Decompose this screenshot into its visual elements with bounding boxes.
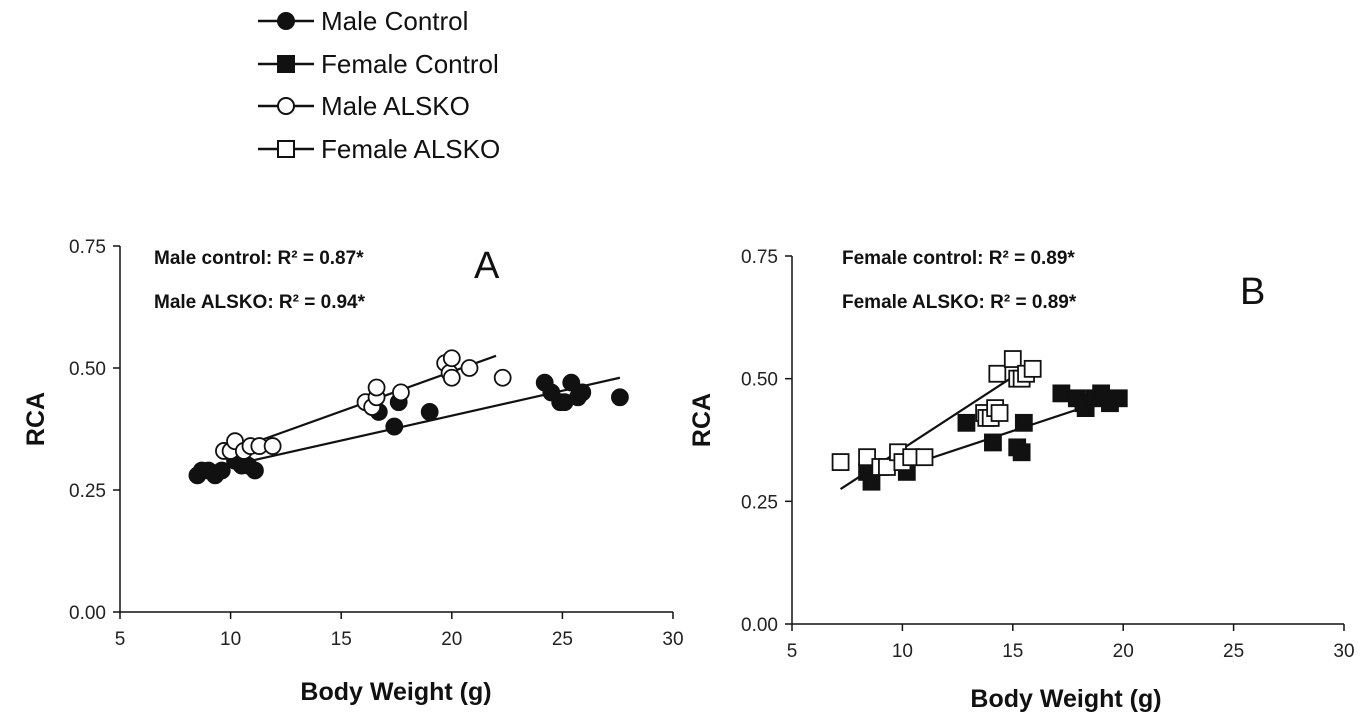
point-female-control bbox=[862, 472, 881, 491]
x-tick-label-b: 15 bbox=[1002, 641, 1023, 662]
point-female-alsko bbox=[1003, 350, 1022, 368]
point-female-alsko bbox=[990, 404, 1009, 422]
y-tick-label-a: 0.00 bbox=[69, 603, 106, 624]
annotation-b-1: Female control: R² = 0.89* bbox=[842, 248, 1075, 269]
x-tick-label-b: 25 bbox=[1223, 641, 1244, 662]
x-tick-label-a: 25 bbox=[552, 629, 573, 650]
point-male-alsko bbox=[442, 349, 461, 368]
x-tick-label-a: 20 bbox=[441, 629, 462, 650]
point-female-control bbox=[1052, 384, 1071, 403]
point-female-alsko bbox=[858, 448, 876, 467]
x-tick-label-b: 20 bbox=[1113, 641, 1134, 662]
plot-area-b: 0.00 0.25 0.50 0.75 5 10 15 20 25 30 bbox=[741, 247, 1355, 662]
y-tick-label-a: 0.75 bbox=[69, 237, 106, 258]
legend-marker-male-alsko bbox=[277, 97, 295, 115]
point-female-control bbox=[1014, 413, 1033, 432]
point-male-control bbox=[385, 417, 404, 436]
point-female-control bbox=[984, 433, 1002, 452]
point-male-alsko bbox=[442, 368, 461, 387]
legend-item-female-alsko: Female ALSKO bbox=[258, 134, 500, 164]
legend-item-male-control: Male Control bbox=[258, 6, 468, 36]
x-tick-label-b: 10 bbox=[892, 641, 913, 662]
legend-item-female-control: Female Control bbox=[258, 49, 499, 79]
point-female-control bbox=[1012, 443, 1031, 462]
y-axis-title-a: RCA bbox=[22, 392, 50, 446]
x-tick-label-a: 5 bbox=[115, 629, 126, 650]
annotation-b-2: Female ALSKO: R² = 0.89* bbox=[842, 292, 1077, 313]
y-tick-label-b: 0.50 bbox=[741, 370, 778, 391]
point-female-alsko bbox=[878, 458, 896, 476]
plot-area-a: 0.00 0.25 0.50 0.75 5 10 15 20 25 30 bbox=[69, 237, 684, 650]
annotation-a-1: Male control: R² = 0.87* bbox=[154, 248, 364, 269]
point-male-alsko bbox=[367, 378, 386, 397]
y-tick-label-a: 0.25 bbox=[69, 481, 106, 502]
legend-label-female-control: Female Control bbox=[321, 49, 499, 79]
point-male-control bbox=[212, 461, 231, 480]
x-axis-title-b: Body Weight (g) bbox=[970, 685, 1161, 713]
y-tick-label-b: 0.75 bbox=[741, 247, 778, 268]
point-male-control bbox=[611, 388, 629, 407]
point-male-control bbox=[573, 383, 592, 402]
annotation-a-2: Male ALSKO: R² = 0.94* bbox=[154, 292, 366, 313]
legend-marker-female-control bbox=[277, 55, 295, 73]
legend-item-male-alsko: Male ALSKO bbox=[258, 91, 470, 121]
point-female-alsko bbox=[915, 448, 934, 467]
x-axis-title-a: Body Weight (g) bbox=[300, 678, 491, 706]
point-female-alsko bbox=[831, 453, 850, 471]
panel-label-b: B bbox=[1240, 271, 1265, 313]
point-male-control bbox=[246, 461, 264, 480]
x-tick-label-b: 30 bbox=[1333, 641, 1354, 662]
panel-a: RCA Body Weight (g) Male control: R² = 0… bbox=[22, 237, 684, 706]
legend-label-male-control: Male Control bbox=[321, 6, 468, 36]
legend: Male Control Female Control Male ALSKO F… bbox=[258, 6, 500, 164]
point-male-alsko bbox=[392, 383, 410, 402]
point-male-alsko bbox=[460, 359, 479, 377]
x-tick-label-a: 10 bbox=[220, 629, 241, 650]
legend-marker-male-control bbox=[277, 12, 295, 30]
panel-label-a: A bbox=[474, 245, 500, 287]
panel-b: RCA Body Weight (g) Female control: R² =… bbox=[688, 247, 1355, 713]
y-tick-label-b: 0.00 bbox=[741, 615, 778, 636]
y-tick-label-b: 0.25 bbox=[741, 492, 778, 513]
point-male-alsko bbox=[493, 368, 512, 387]
y-axis-title-b: RCA bbox=[688, 393, 716, 447]
x-tick-label-b: 5 bbox=[787, 641, 798, 662]
point-male-alsko bbox=[263, 437, 282, 455]
point-female-alsko bbox=[988, 364, 1007, 383]
point-female-alsko bbox=[1023, 359, 1042, 378]
point-male-control bbox=[420, 403, 439, 421]
y-tick-label-a: 0.50 bbox=[69, 359, 106, 380]
point-male-control bbox=[562, 373, 581, 392]
legend-marker-female-alsko bbox=[277, 140, 295, 158]
x-tick-label-a: 15 bbox=[331, 629, 352, 650]
point-female-control bbox=[1109, 389, 1128, 408]
point-female-control bbox=[957, 413, 976, 432]
legend-label-male-alsko: Male ALSKO bbox=[321, 91, 470, 121]
legend-label-female-alsko: Female ALSKO bbox=[321, 134, 500, 164]
x-tick-label-a: 30 bbox=[662, 629, 683, 650]
